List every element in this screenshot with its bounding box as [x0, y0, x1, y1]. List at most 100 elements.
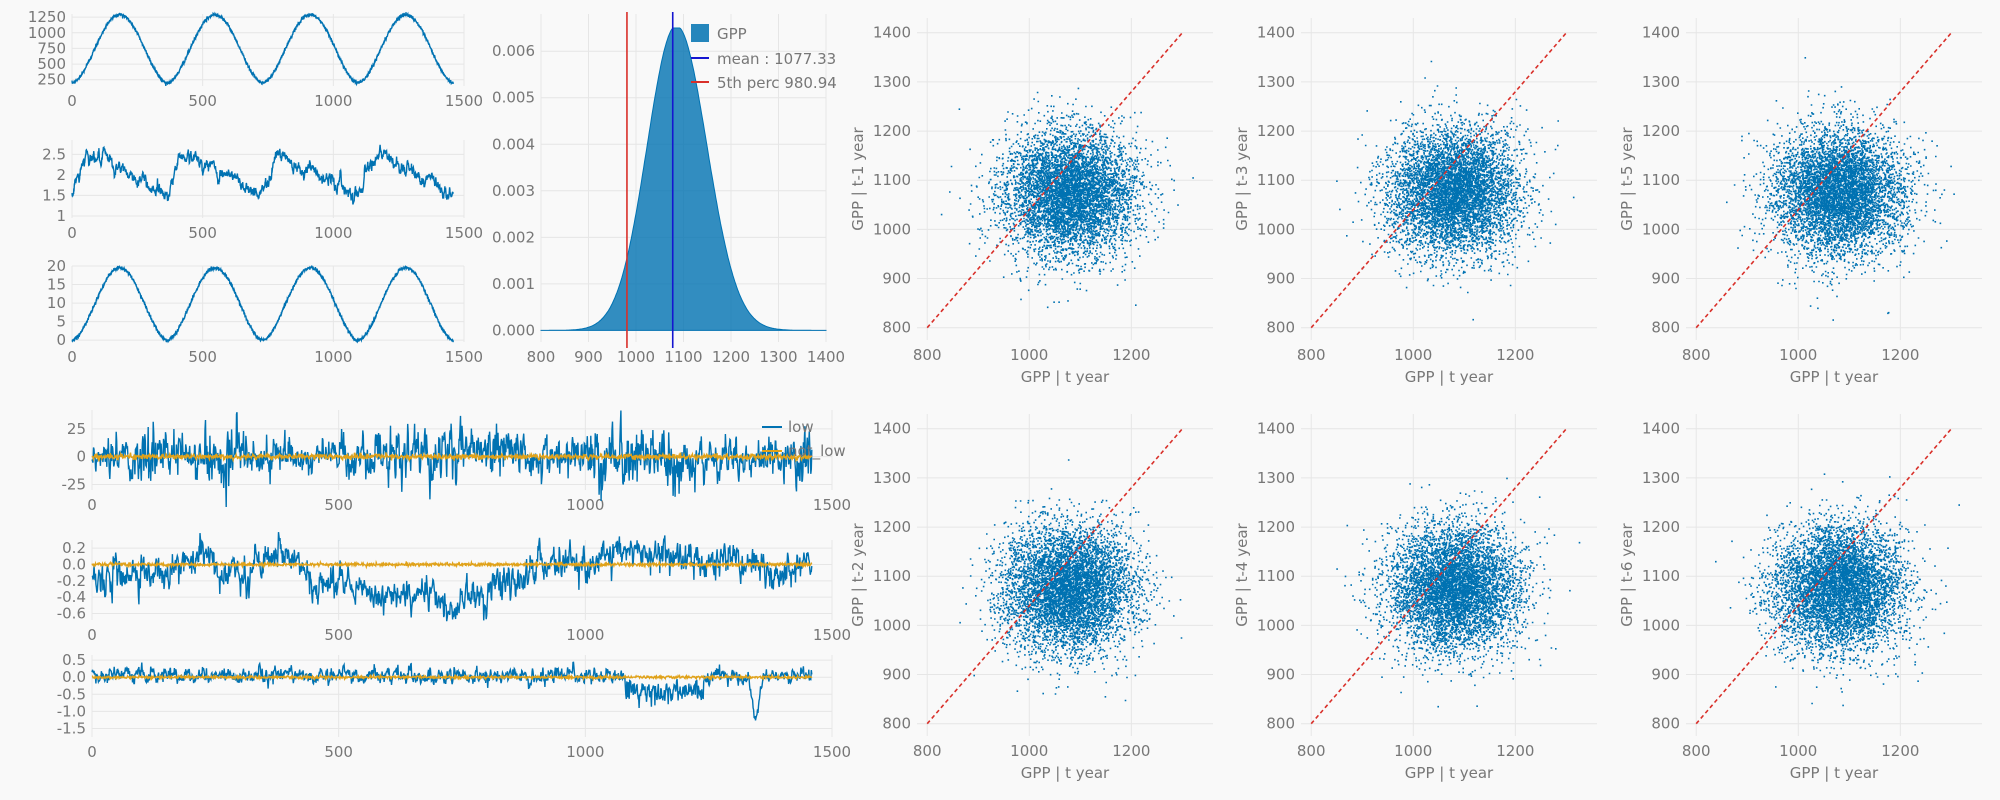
x-tick-label: 800 — [913, 742, 942, 760]
panel-density: 800 900 1000 1100 1200 1300 1400 0.000 0.001 0.00… — [492, 12, 845, 366]
x-tick-label: 800 — [1297, 346, 1326, 364]
x-tick-label: 500 — [324, 626, 353, 644]
scatter-points — [959, 459, 1183, 702]
y-tick-label: 0.002 — [492, 228, 535, 246]
x-tick-label: 1000 — [314, 224, 352, 242]
x-tick-label: 1000 — [1779, 346, 1817, 364]
x-tick-label: 500 — [188, 224, 217, 242]
x-tick-label: 800 — [913, 346, 942, 364]
x-tick-label: 1000 — [566, 743, 604, 761]
x-tick-label: 1000 — [1779, 742, 1817, 760]
y-axis-label: GPP | t-2 year — [849, 522, 867, 626]
y-tick-label: 1000 — [873, 616, 911, 634]
x-tick-label: 800 — [527, 348, 556, 366]
y-tick-label: 500 — [37, 55, 66, 73]
x-tick-label: 1200 — [1496, 346, 1534, 364]
x-tick-label: 1200 — [1112, 346, 1150, 364]
reference-line — [1695, 32, 1952, 329]
x-tick-label: 1000 — [1394, 742, 1432, 760]
y-tick-label: 800 — [882, 319, 911, 337]
x-axis-label: GPP | t year — [1021, 368, 1110, 386]
y-tick-label: 0.0 — [62, 555, 86, 573]
series-line-0 — [91, 532, 813, 622]
x-tick-label: 800 — [1682, 742, 1711, 760]
x-tick-label: 500 — [324, 496, 353, 514]
y-tick-label: 1400 — [873, 24, 911, 42]
reference-line — [1310, 428, 1567, 725]
legend-label: 5th perc 980.94 — [717, 74, 837, 92]
x-tick-label: 1000 — [1394, 346, 1432, 364]
y-axis-label: GPP | t-4 year — [1233, 522, 1251, 626]
y-tick-label: 1200 — [873, 518, 911, 536]
y-tick-label: 1100 — [1642, 171, 1680, 189]
reference-line — [926, 32, 1183, 329]
y-tick-label: 750 — [37, 39, 66, 57]
y-tick-label: 1200 — [1257, 518, 1295, 536]
legend-swatch-area — [691, 24, 709, 42]
y-tick-label: 900 — [1266, 666, 1295, 684]
x-tick-label: 500 — [324, 743, 353, 761]
y-tick-label: 0 — [56, 331, 66, 349]
y-tick-label: 0.2 — [62, 539, 86, 557]
y-tick-label: 800 — [1651, 319, 1680, 337]
x-tick-label: 1000 — [566, 626, 604, 644]
x-axis-label: GPP | t year — [1405, 764, 1494, 782]
y-tick-label: 1200 — [1257, 122, 1295, 140]
y-tick-label: 1200 — [1642, 122, 1680, 140]
panel-scatter-t4: 800 1000 1200 800 900 1000 1100 1200 1300 1400 GPP… — [1233, 414, 1597, 782]
x-tick-label: 1000 — [314, 348, 352, 366]
legend-label: not_low — [788, 442, 846, 461]
x-tick-label: 1500 — [445, 348, 483, 366]
legend-label: low — [788, 418, 814, 436]
y-tick-label: 1300 — [873, 73, 911, 91]
y-tick-label: 1100 — [873, 171, 911, 189]
y-tick-label: -0.2 — [57, 572, 86, 590]
y-tick-label: 1100 — [873, 567, 911, 585]
x-tick-label: 1100 — [664, 348, 702, 366]
y-tick-label: -0.4 — [57, 588, 86, 606]
y-tick-label: 1400 — [1257, 24, 1295, 42]
x-tick-label: 1500 — [445, 224, 483, 242]
scatter-points — [940, 87, 1194, 309]
y-tick-label: 800 — [1266, 319, 1295, 337]
y-tick-label: 2.5 — [42, 145, 66, 163]
y-axis-label: GPP | t-1 year — [849, 126, 867, 230]
y-tick-label: 900 — [1651, 270, 1680, 288]
x-axis-label: GPP | t year — [1021, 764, 1110, 782]
panel-scatter-t6: 800 1000 1200 800 900 1000 1100 1200 1300 1400 GPP… — [1618, 414, 1982, 782]
panel-scatter-t2: 800 1000 1200 800 900 1000 1100 1200 1300 1400 GPP… — [849, 414, 1213, 782]
y-tick-label: 20 — [47, 257, 66, 275]
y-tick-label: 1000 — [873, 220, 911, 238]
panel-timeseries-2: 0 500 1000 1500 1 1.5 2 2.5 — [42, 140, 483, 242]
y-tick-label: 10 — [47, 294, 66, 312]
x-tick-label: 1400 — [807, 348, 845, 366]
scatter-points — [1336, 60, 1575, 321]
y-tick-label: 0.000 — [492, 321, 535, 339]
x-tick-label: 1000 — [566, 496, 604, 514]
x-tick-label: 0 — [67, 348, 77, 366]
y-tick-label: 900 — [882, 666, 911, 684]
y-tick-label: 1250 — [28, 8, 66, 26]
y-tick-label: 1300 — [873, 469, 911, 487]
y-tick-label: -1.5 — [57, 719, 86, 737]
y-tick-label: 1300 — [1642, 73, 1680, 91]
x-tick-label: 1000 — [1010, 346, 1048, 364]
series-line-0 — [71, 144, 454, 205]
y-tick-label: 800 — [882, 715, 911, 733]
x-tick-label: 500 — [188, 92, 217, 110]
y-tick-label: -0.5 — [57, 685, 86, 703]
y-tick-label: 1200 — [1642, 518, 1680, 536]
x-tick-label: 0 — [67, 92, 77, 110]
x-tick-label: 1000 — [1010, 742, 1048, 760]
y-tick-label: 0.5 — [62, 651, 86, 669]
y-tick-label: 1400 — [1257, 420, 1295, 438]
y-tick-label: 1100 — [1257, 567, 1295, 585]
y-tick-label: 1300 — [1257, 73, 1295, 91]
panel-scatter-t3: 800 1000 1200 800 900 1000 1100 1200 1300 1400 GPP… — [1233, 18, 1597, 386]
x-tick-label: 1200 — [1496, 742, 1534, 760]
y-tick-label: 1300 — [1257, 469, 1295, 487]
y-axis-label: GPP | t-5 year — [1618, 126, 1636, 230]
x-tick-label: 1200 — [1881, 742, 1919, 760]
